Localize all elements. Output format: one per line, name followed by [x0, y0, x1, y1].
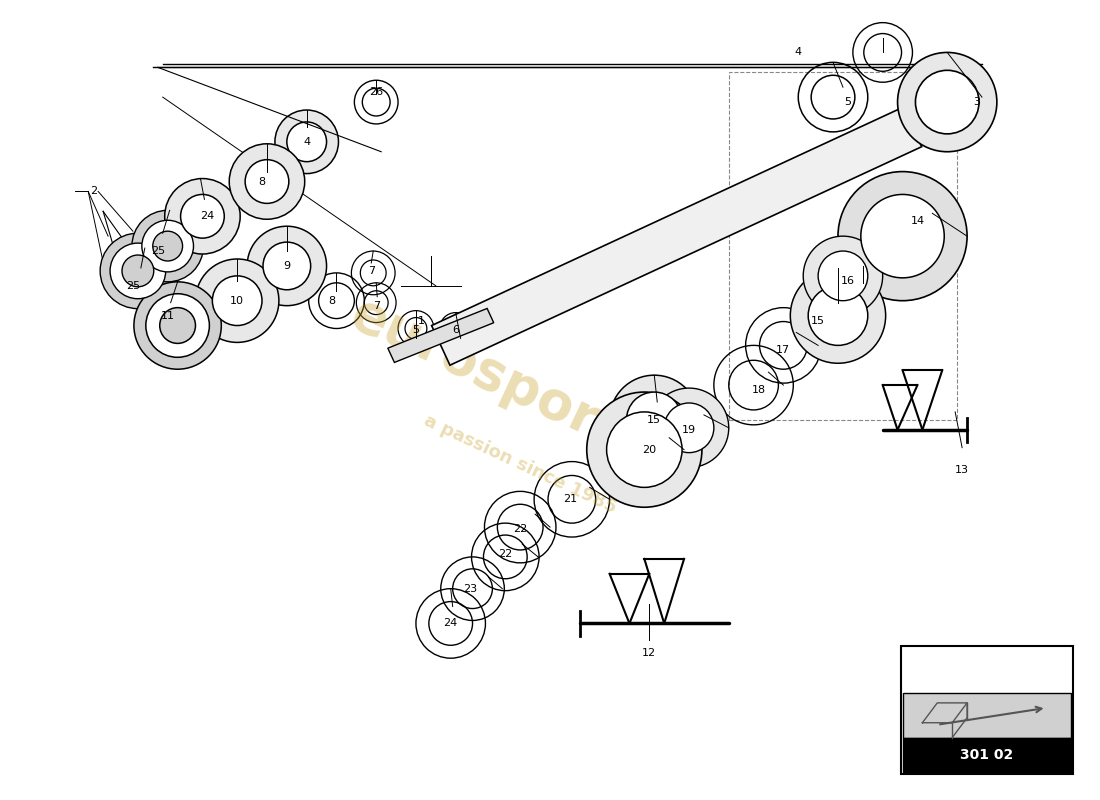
- Text: 9: 9: [284, 261, 290, 271]
- Text: 15: 15: [647, 415, 661, 425]
- Circle shape: [808, 286, 868, 346]
- Circle shape: [165, 178, 240, 254]
- Circle shape: [212, 276, 262, 326]
- Text: 22: 22: [513, 524, 527, 534]
- Circle shape: [134, 282, 221, 370]
- Circle shape: [180, 194, 224, 238]
- Text: 19: 19: [682, 425, 696, 434]
- Polygon shape: [388, 309, 494, 362]
- Text: a passion since 1985: a passion since 1985: [421, 412, 619, 517]
- Text: 25: 25: [125, 281, 140, 290]
- Text: 21: 21: [563, 494, 576, 504]
- Text: 24: 24: [200, 211, 214, 222]
- Text: 26: 26: [370, 87, 383, 97]
- Circle shape: [803, 236, 882, 315]
- FancyBboxPatch shape: [901, 646, 1074, 774]
- Circle shape: [818, 251, 868, 301]
- Text: 22: 22: [498, 549, 513, 559]
- Circle shape: [248, 226, 327, 306]
- Text: 301 02: 301 02: [960, 748, 1013, 762]
- Circle shape: [275, 110, 339, 174]
- Text: 7: 7: [367, 266, 375, 276]
- Text: 12: 12: [642, 648, 657, 658]
- Circle shape: [915, 70, 979, 134]
- Circle shape: [245, 160, 289, 203]
- Circle shape: [606, 412, 682, 487]
- Circle shape: [861, 194, 944, 278]
- Text: 5: 5: [412, 326, 419, 335]
- Circle shape: [287, 122, 327, 162]
- Circle shape: [898, 53, 997, 152]
- Text: 14: 14: [911, 216, 924, 226]
- Circle shape: [142, 220, 194, 272]
- Circle shape: [146, 294, 209, 358]
- Circle shape: [586, 392, 702, 507]
- Circle shape: [838, 171, 967, 301]
- Circle shape: [160, 308, 196, 343]
- Text: eurosports: eurosports: [343, 288, 658, 472]
- Text: 6: 6: [452, 326, 459, 335]
- Text: 3: 3: [974, 97, 980, 107]
- Circle shape: [627, 392, 682, 448]
- Text: 20: 20: [642, 445, 657, 454]
- Circle shape: [263, 242, 310, 290]
- FancyBboxPatch shape: [902, 693, 1071, 738]
- Text: 23: 23: [463, 584, 477, 594]
- Text: 24: 24: [443, 618, 458, 629]
- Text: 18: 18: [751, 385, 766, 395]
- Circle shape: [609, 375, 698, 465]
- Circle shape: [649, 388, 728, 467]
- Circle shape: [122, 255, 154, 286]
- Text: 10: 10: [230, 296, 244, 306]
- Circle shape: [196, 259, 279, 342]
- Text: 2: 2: [89, 186, 97, 197]
- Circle shape: [664, 403, 714, 453]
- Text: 4: 4: [304, 137, 310, 147]
- Text: 15: 15: [811, 315, 825, 326]
- FancyBboxPatch shape: [902, 738, 1071, 772]
- Text: 4: 4: [794, 47, 802, 58]
- Text: 7: 7: [373, 301, 380, 310]
- Text: 8: 8: [258, 177, 265, 186]
- Circle shape: [790, 268, 886, 363]
- Circle shape: [100, 233, 176, 309]
- Circle shape: [229, 144, 305, 219]
- Polygon shape: [431, 107, 922, 366]
- Text: 1: 1: [417, 315, 425, 326]
- Circle shape: [153, 231, 183, 261]
- Text: 17: 17: [777, 346, 791, 355]
- Text: 5: 5: [845, 97, 851, 107]
- Text: 8: 8: [328, 296, 336, 306]
- Text: 11: 11: [161, 310, 175, 321]
- Circle shape: [132, 210, 204, 282]
- Text: 16: 16: [840, 276, 855, 286]
- Text: 25: 25: [151, 246, 165, 256]
- Circle shape: [110, 243, 166, 298]
- Text: 13: 13: [955, 465, 969, 474]
